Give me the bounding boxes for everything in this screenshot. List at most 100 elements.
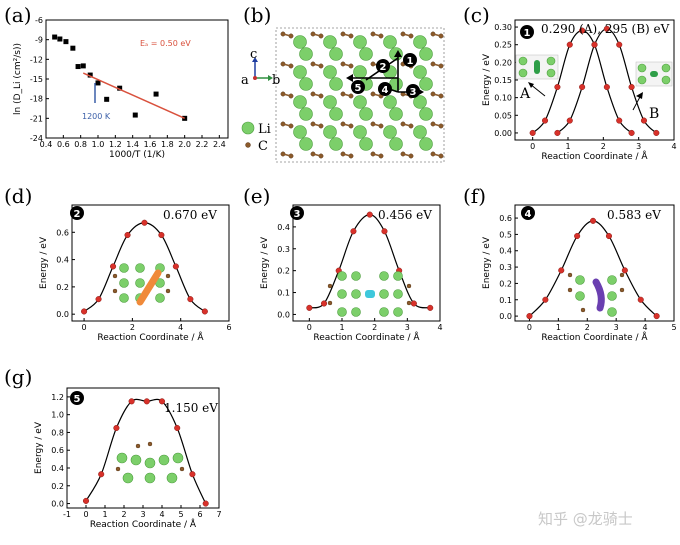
lithium-atom bbox=[299, 107, 313, 121]
x-tick-label-f: 3 bbox=[614, 323, 619, 332]
x-tick-label-c: 1 bbox=[565, 142, 570, 151]
plot-frame-a bbox=[45, 19, 229, 139]
site-a-label: A bbox=[519, 86, 531, 102]
x-tick-label-e: 0 bbox=[307, 323, 312, 332]
path-badge-1: 1 bbox=[403, 53, 417, 67]
inset-path-3 bbox=[327, 271, 412, 317]
carbon-bond bbox=[432, 123, 442, 127]
x-axis-label-d: Reaction Coordinate / Å bbox=[97, 331, 204, 343]
diffusion-data-point bbox=[80, 63, 86, 69]
data-point-g bbox=[189, 471, 196, 478]
data-point-e bbox=[381, 228, 388, 235]
data-point-c-B bbox=[616, 41, 623, 48]
plot-frame-d bbox=[71, 204, 230, 322]
y-tick-label-e: 0.4 bbox=[277, 223, 290, 232]
lithium-atom bbox=[293, 65, 307, 79]
data-point-f bbox=[526, 313, 533, 320]
x-tick-label-e: 1 bbox=[339, 323, 344, 332]
panel-label-a: (a) bbox=[4, 3, 32, 27]
lithium-atom bbox=[359, 47, 373, 61]
lithium-atom bbox=[323, 125, 337, 139]
x-tick-label-g: 1 bbox=[102, 510, 107, 519]
lithium-atom bbox=[329, 137, 343, 151]
data-point-e bbox=[366, 211, 373, 218]
structure-legend: Li C bbox=[241, 121, 271, 154]
data-point-g bbox=[143, 398, 150, 405]
x-tick-label-a: 0.8 bbox=[74, 140, 87, 149]
path-badge-5: 5 bbox=[351, 80, 365, 94]
carbon-bond bbox=[432, 33, 442, 37]
carbon-bond bbox=[432, 93, 442, 97]
lithium-atom bbox=[413, 95, 427, 109]
x-tick-label-g: 6 bbox=[197, 510, 202, 519]
carbon-bond bbox=[342, 63, 352, 67]
y-tick-label-g: 0.4 bbox=[51, 464, 64, 473]
path-badge-3: 3 bbox=[406, 84, 420, 98]
x-tick-label-a: 1.2 bbox=[109, 140, 122, 149]
data-point-d bbox=[172, 263, 179, 270]
plot-frame-f bbox=[514, 204, 675, 322]
data-point-c-A bbox=[603, 84, 610, 91]
y-tick-label-f: 0.5 bbox=[499, 230, 512, 239]
legend-li-label: Li bbox=[258, 122, 271, 137]
x-tick-label-c: 2 bbox=[601, 142, 606, 151]
x-axis-label-c: Reaction Coordinate / Å bbox=[541, 150, 648, 162]
panel-label-g: (g) bbox=[4, 365, 32, 389]
lithium-atom bbox=[389, 107, 403, 121]
lithium-atom bbox=[353, 95, 367, 109]
legend-li-swatch bbox=[241, 121, 255, 135]
diffusion-data-point bbox=[117, 85, 123, 91]
energy-barrier-c: 0.290 (A), 295 (B) eV bbox=[541, 22, 670, 36]
panel-label-b: (b) bbox=[243, 3, 271, 27]
x-tick-label-d: 6 bbox=[226, 323, 231, 332]
data-point-d bbox=[124, 231, 131, 239]
y-tick-label-g: 0.0 bbox=[51, 500, 64, 509]
data-point-f bbox=[574, 232, 581, 240]
energy-barrier-d: 0.670 eV bbox=[163, 208, 217, 222]
x-tick-label-a: 1.4 bbox=[126, 140, 139, 149]
lithium-atom bbox=[419, 77, 433, 91]
badge-g-text: 5 bbox=[74, 394, 81, 405]
carbon-bond bbox=[312, 63, 322, 67]
data-point-c-B bbox=[640, 117, 648, 124]
y-tick-label-g: 1.2 bbox=[51, 393, 64, 402]
x-axis-label-f: Reaction Coordinate / Å bbox=[541, 331, 648, 343]
data-point-c-A bbox=[628, 129, 635, 136]
diffusion-data-point bbox=[87, 72, 93, 78]
carbon-bond bbox=[312, 123, 322, 127]
data-point-g bbox=[82, 497, 90, 504]
y-tick-label-d: 0.4 bbox=[56, 256, 69, 265]
badge-g: 5 bbox=[70, 391, 84, 405]
x-tick-label-f: 1 bbox=[556, 323, 561, 332]
data-point-e bbox=[350, 228, 357, 235]
watermark: 知乎 @龙骑士 bbox=[538, 510, 633, 528]
x-tick-label-f: 2 bbox=[585, 323, 590, 332]
lithium-atom bbox=[389, 137, 403, 151]
data-point-f bbox=[558, 267, 565, 274]
badge-d: 2 bbox=[70, 206, 84, 220]
y-tick-label-c: 0.00 bbox=[494, 129, 512, 138]
data-point-c-B bbox=[591, 41, 598, 48]
inset-path-5 bbox=[115, 441, 185, 484]
carbon-bond bbox=[402, 123, 412, 127]
y-tick-label-a: -9 bbox=[35, 36, 43, 45]
y-tick-label-a: -21 bbox=[30, 114, 43, 123]
y-tick-label-f: 0.3 bbox=[499, 263, 512, 272]
panel-label-f: (f) bbox=[463, 184, 486, 208]
path-badge-2-text: 2 bbox=[380, 62, 387, 73]
lithium-atom bbox=[383, 95, 397, 109]
data-point-c-B bbox=[603, 25, 610, 32]
y-tick-label-c: 0.10 bbox=[494, 94, 512, 103]
y-tick-label-d: 0.0 bbox=[56, 310, 69, 319]
lithium-atom bbox=[383, 125, 397, 139]
x-tick-label-c: 3 bbox=[636, 142, 641, 151]
y-tick-label-a: -24 bbox=[30, 134, 43, 143]
x-axis-label-e: Reaction Coordinate / Å bbox=[313, 331, 420, 343]
lithium-atom bbox=[353, 125, 367, 139]
lithium-atom bbox=[323, 95, 337, 109]
x-axis-label-g: Reaction Coordinate / Å bbox=[90, 518, 197, 530]
data-point-c-A bbox=[566, 41, 573, 48]
data-point-d bbox=[95, 296, 102, 303]
data-point-e bbox=[410, 300, 417, 307]
panel-label-c: (c) bbox=[463, 3, 490, 27]
